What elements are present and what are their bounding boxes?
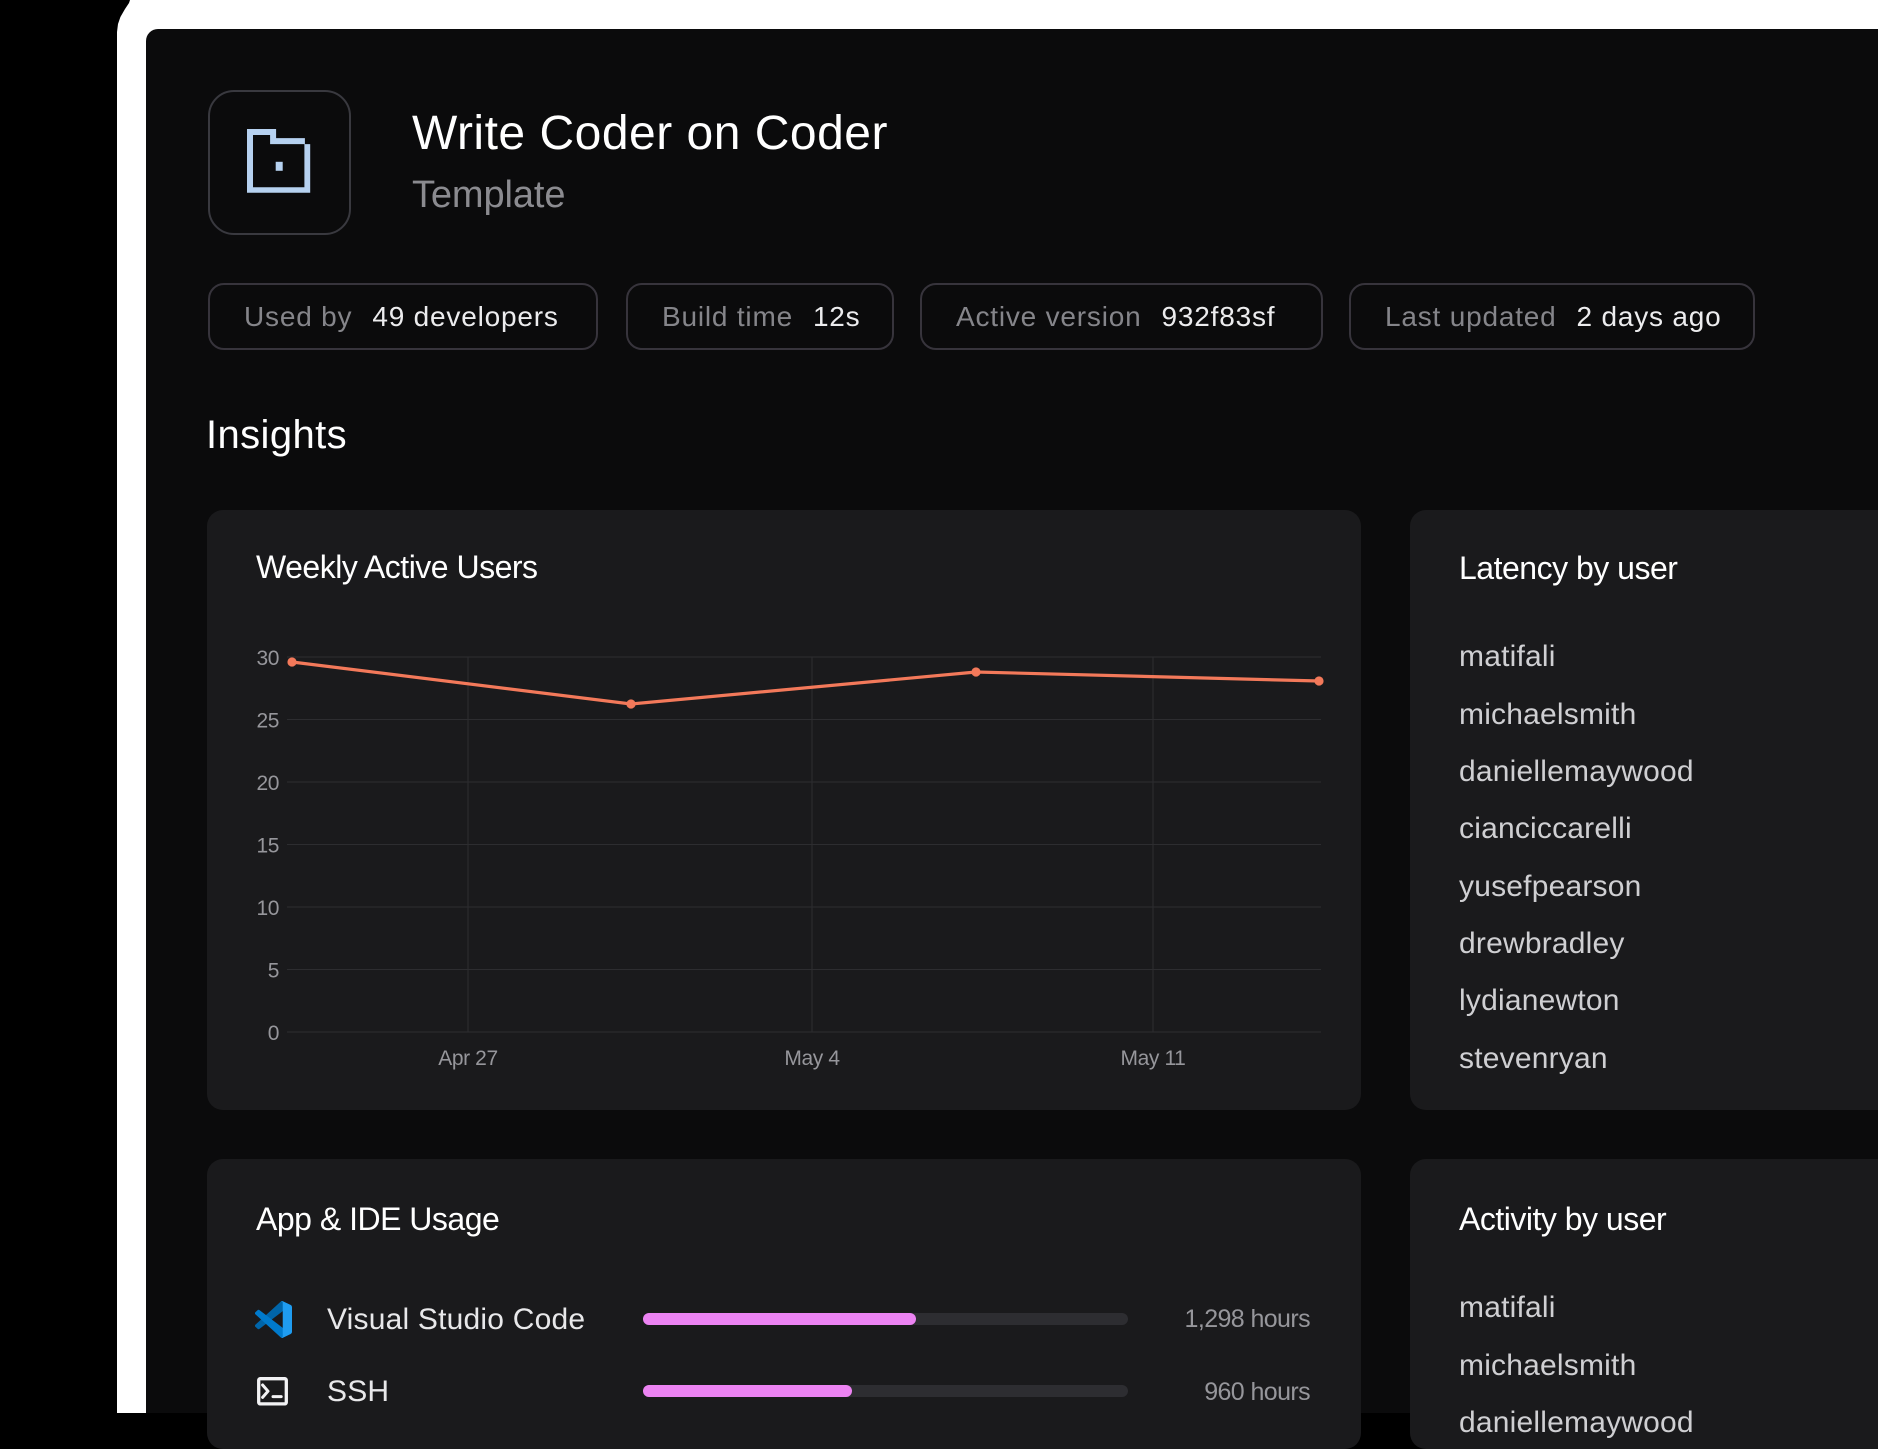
svg-text:May 11: May 11 bbox=[1121, 1047, 1186, 1070]
svg-text:25: 25 bbox=[256, 710, 279, 733]
svg-text:May 4: May 4 bbox=[784, 1047, 840, 1070]
svg-text:20: 20 bbox=[256, 772, 279, 795]
svg-text:0: 0 bbox=[268, 1022, 279, 1045]
svg-text:30: 30 bbox=[256, 647, 279, 670]
svg-text:5: 5 bbox=[268, 960, 279, 983]
svg-text:10: 10 bbox=[256, 897, 279, 920]
svg-text:15: 15 bbox=[256, 835, 279, 858]
svg-text:Apr 27: Apr 27 bbox=[438, 1047, 497, 1070]
